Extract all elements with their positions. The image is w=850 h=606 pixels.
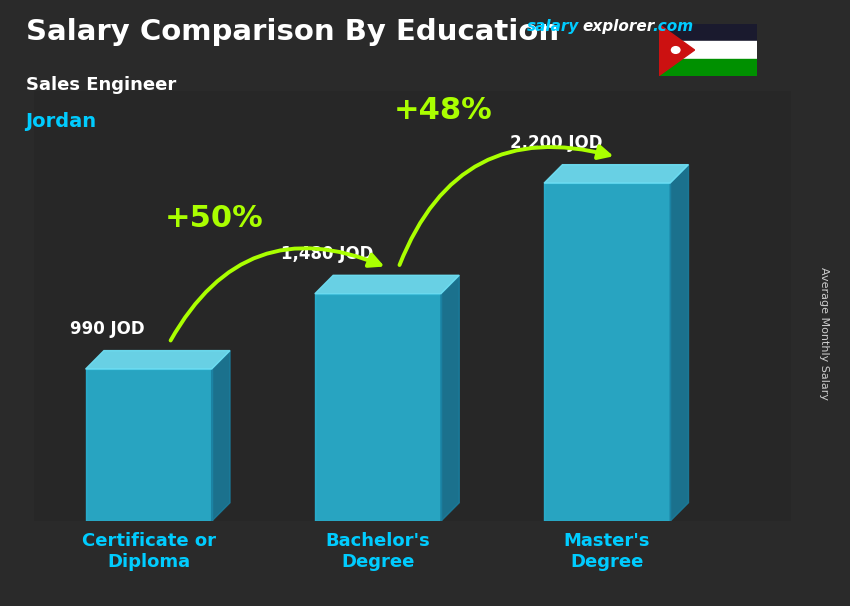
Text: .com: .com (652, 19, 693, 35)
Text: Salary Comparison By Education: Salary Comparison By Education (26, 18, 558, 46)
Polygon shape (659, 24, 694, 76)
Text: +48%: +48% (394, 96, 492, 125)
Text: Jordan: Jordan (26, 112, 97, 131)
Bar (86, 369, 212, 521)
Circle shape (672, 47, 680, 53)
Bar (314, 294, 441, 521)
Text: 1,480 JOD: 1,480 JOD (281, 245, 374, 263)
Polygon shape (544, 165, 688, 183)
Text: +50%: +50% (165, 204, 264, 233)
Polygon shape (670, 165, 689, 521)
Bar (659, 59, 756, 76)
Text: Sales Engineer: Sales Engineer (26, 76, 176, 94)
Text: 2,200 JOD: 2,200 JOD (510, 135, 603, 152)
Text: 990 JOD: 990 JOD (70, 321, 144, 338)
Bar (659, 41, 756, 59)
Polygon shape (86, 351, 230, 369)
Polygon shape (212, 351, 230, 521)
Text: explorer: explorer (582, 19, 654, 35)
Bar (544, 183, 670, 521)
Polygon shape (441, 275, 459, 521)
Polygon shape (314, 275, 459, 294)
Bar (659, 24, 756, 41)
Text: salary: salary (527, 19, 580, 35)
Text: Average Monthly Salary: Average Monthly Salary (819, 267, 829, 400)
